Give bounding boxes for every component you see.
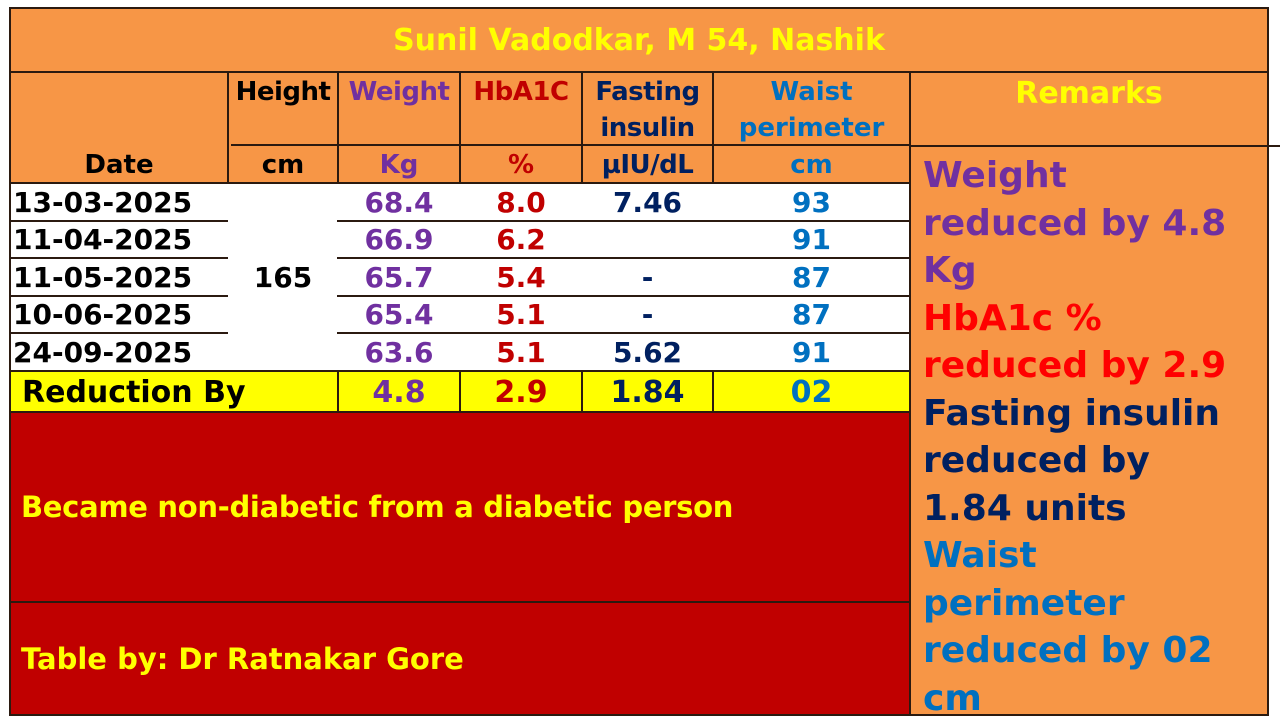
header-waist: Waist perimeter	[712, 74, 911, 146]
table-row-hba1c: 5.4	[461, 259, 581, 295]
table-row-hba1c: 5.1	[461, 334, 581, 370]
patient-title: Sunil Vadodkar, M 54, Nashik	[9, 9, 1269, 71]
table-row-fasting-insulin	[583, 222, 712, 257]
table-row-weight: 68.4	[339, 184, 459, 220]
table-row-fasting-insulin: -	[583, 259, 712, 295]
header-remarks: Remarks	[911, 76, 1267, 112]
divider	[9, 71, 1269, 73]
table-row-fasting-insulin: 5.62	[583, 334, 712, 370]
header-date: Date	[11, 147, 227, 183]
remark-waist-line: Waist	[923, 532, 1267, 580]
remarks-body: Weight reduced by 4.8 Kg HbA1c % reduced…	[911, 152, 1267, 714]
remark-weight-line: Kg	[923, 247, 1267, 295]
table-row-fasting-insulin: 7.46	[583, 184, 712, 220]
table-row-weight: 66.9	[339, 222, 459, 257]
remark-weight-line: reduced by 4.8	[923, 200, 1267, 248]
header-hba1c-unit: %	[461, 147, 581, 183]
conclusion-banner: Became non-diabetic from a diabetic pers…	[11, 413, 909, 601]
table-row-waist: 87	[714, 297, 909, 332]
header-waist-unit: cm	[714, 147, 909, 183]
table-row-waist: 91	[714, 334, 909, 370]
remark-hba1c-line: reduced by 2.9	[923, 342, 1267, 390]
reduction-label: Reduction By	[22, 372, 332, 412]
table-row-weight: 65.7	[339, 259, 459, 295]
remark-waist-line: reduced by 02	[923, 627, 1267, 675]
table-row-date: 13-03-2025	[11, 184, 227, 220]
divider	[909, 145, 1280, 147]
reduction-fasting-insulin: 1.84	[583, 372, 712, 412]
table-row-date: 11-05-2025	[11, 259, 227, 295]
header-hba1c: HbA1C	[459, 74, 583, 110]
reduction-waist: 02	[714, 372, 909, 412]
reduction-weight: 4.8	[339, 372, 459, 412]
table-row-date: 24-09-2025	[11, 334, 227, 370]
table-row-hba1c: 5.1	[461, 297, 581, 332]
reduction-hba1c: 2.9	[461, 372, 581, 412]
header-height-unit: cm	[229, 147, 337, 183]
header-fasting-line2: insulin	[581, 110, 714, 146]
table-row-date: 10-06-2025	[11, 297, 227, 332]
header-fasting-insulin-unit: µIU/dL	[583, 147, 712, 183]
table-row-hba1c: 8.0	[461, 184, 581, 220]
header-weight: Weight	[337, 74, 461, 110]
remark-waist-line: perimeter	[923, 580, 1267, 628]
remark-weight-line: Weight	[923, 152, 1267, 200]
header-waist-line1: Waist	[712, 74, 911, 110]
remark-fasting-line: Fasting insulin	[923, 390, 1267, 438]
table-row-fasting-insulin: -	[583, 297, 712, 332]
table-row-waist: 93	[714, 184, 909, 220]
table-row-weight: 63.6	[339, 334, 459, 370]
header-fasting-insulin: Fasting insulin	[581, 74, 714, 146]
table-row-waist: 87	[714, 259, 909, 295]
height-value: 165	[229, 184, 337, 371]
remark-fasting-line: 1.84 units	[923, 485, 1267, 533]
header-waist-line2: perimeter	[712, 110, 911, 146]
remark-hba1c-line: HbA1c %	[923, 295, 1267, 343]
header-fasting-line1: Fasting	[581, 74, 714, 110]
table-row-hba1c: 6.2	[461, 222, 581, 257]
table-row-waist: 91	[714, 222, 909, 257]
table-row-date: 11-04-2025	[11, 222, 227, 257]
remark-waist-line: cm	[923, 675, 1267, 722]
remark-fasting-line: reduced by	[923, 437, 1267, 485]
table-row-weight: 65.4	[339, 297, 459, 332]
header-height: Height	[227, 74, 339, 110]
header-weight-unit: Kg	[339, 147, 459, 183]
credit-banner: Table by: Dr Ratnakar Gore	[11, 603, 909, 714]
